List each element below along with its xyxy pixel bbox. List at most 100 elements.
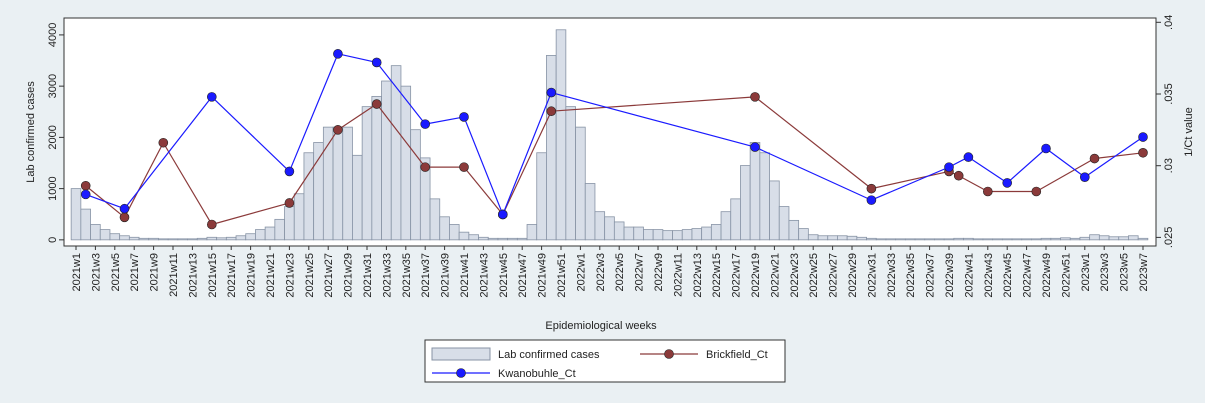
bar [953,237,964,241]
bar [652,229,664,241]
bar [516,237,528,241]
bar [1079,236,1091,241]
x-tick-label: 2022w45 [1002,253,1014,298]
x-tick-label: 2021w5 [110,253,122,292]
line-segment [1036,158,1095,193]
bar [827,235,838,241]
x-tick-label: 2022w37 [925,253,937,298]
x-tick-label: 2021w47 [517,253,529,298]
y2-tick-label: .03 [1163,158,1175,173]
x-tick-label: 2021w37 [420,253,432,298]
x-tick-label: 2023w7 [1138,253,1150,292]
bar [361,106,373,241]
bar [235,235,247,241]
marker [982,186,993,197]
bar [1060,237,1071,241]
bar [633,226,644,241]
line-segment [1094,152,1144,160]
marker [866,183,877,194]
marker [158,137,169,148]
x-tick-label: 2021w3 [90,253,102,292]
bar [216,237,227,241]
bar [623,226,635,241]
x-tick-label: 2022w1 [575,253,587,292]
legend-label: Brickfield_Ct [706,349,768,361]
bar [546,55,557,241]
x-tick-label: 2021w9 [149,253,161,292]
bar [487,237,499,241]
bar [497,237,509,241]
x-tick-label: 2022w21 [769,253,781,298]
x-tick-label: 2021w23 [284,253,296,298]
bar [604,216,615,241]
bar [837,235,848,241]
x-tick-label: 2022w27 [828,253,840,298]
bar [274,218,285,241]
x-tick-label: 2021w17 [226,253,238,298]
line-segment [211,202,290,226]
y-tick-label: 4000 [47,23,59,47]
legend [424,339,786,383]
line-segment [463,166,504,215]
legend-swatch [664,349,674,359]
marker [963,152,974,162]
marker [333,49,343,59]
bar [158,238,169,241]
y2-tick-label: .025 [1163,227,1175,248]
y-tick-label: 0 [47,237,59,243]
bar [225,236,237,241]
marker [750,92,760,102]
x-tick-label: 2021w41 [459,253,471,298]
marker [750,142,760,152]
bar [128,236,140,241]
bar [740,165,751,241]
bar [730,198,741,241]
marker [459,162,469,172]
line-segment [968,156,1008,184]
marker [371,99,382,109]
x-tick-label: 2022w3 [595,253,607,292]
x-tick-label: 2022w13 [692,253,704,298]
line-segment [211,96,290,172]
line-segment [871,166,950,201]
bar [1089,234,1100,241]
x-tick-label: 2021w21 [265,253,277,298]
x-tick-label: 2021w35 [401,253,413,298]
marker [1089,153,1100,164]
marker [866,195,877,205]
marker [207,92,217,102]
bar [1108,236,1120,241]
bar [303,152,315,241]
bar [119,235,130,241]
bar [856,236,867,241]
bar [594,211,606,241]
x-tick-label: 2021w7 [129,253,141,292]
bar [80,208,91,241]
marker [119,212,130,223]
x-tick-label: 2023w3 [1099,253,1111,292]
y-tick-label: 2000 [47,125,59,149]
bar [934,238,945,241]
line-segment [754,96,872,190]
bar [885,238,897,241]
x-tick-label: 2022w19 [750,253,762,298]
x-tick-label: 2022w47 [1022,253,1034,298]
bar [1069,237,1081,241]
line-segment [1045,148,1086,178]
bar [866,237,877,241]
plot-area [63,17,1157,247]
bar [1031,238,1042,241]
bar [817,235,829,241]
bar [895,238,906,241]
bar [1011,238,1023,241]
bar [507,237,518,241]
bar [138,237,150,241]
bar [788,219,800,241]
bar [293,193,305,241]
marker [1138,132,1148,142]
bar [575,126,586,241]
bar [681,229,693,241]
x-tick-label: 2021w45 [498,253,510,298]
line-segment [754,146,872,201]
bar [584,183,596,241]
